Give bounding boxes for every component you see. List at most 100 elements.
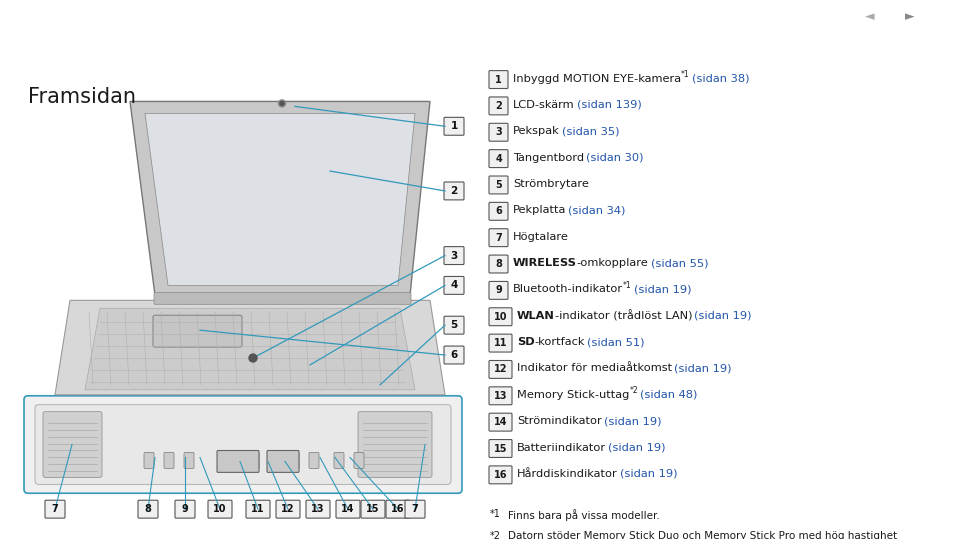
Text: 14: 14 — [493, 417, 507, 427]
Text: (sidan 55): (sidan 55) — [651, 258, 708, 268]
Text: Strömindikator: Strömindikator — [517, 416, 602, 426]
Text: (sidan 51): (sidan 51) — [588, 337, 645, 347]
Text: 9: 9 — [495, 285, 502, 295]
Text: LCD-skärm: LCD-skärm — [513, 100, 575, 110]
Text: Tangentbord: Tangentbord — [513, 153, 584, 163]
Text: 8: 8 — [495, 259, 502, 269]
FancyBboxPatch shape — [489, 71, 508, 88]
Polygon shape — [145, 113, 415, 286]
FancyBboxPatch shape — [489, 334, 512, 352]
FancyBboxPatch shape — [43, 412, 102, 478]
Text: Komma igång: Komma igång — [839, 32, 941, 46]
Text: ►: ► — [905, 10, 915, 24]
FancyBboxPatch shape — [489, 176, 508, 194]
Text: (sidan 19): (sidan 19) — [634, 285, 691, 294]
FancyBboxPatch shape — [444, 247, 464, 265]
Text: 2: 2 — [450, 186, 458, 196]
FancyBboxPatch shape — [489, 202, 508, 220]
FancyBboxPatch shape — [246, 500, 270, 518]
FancyBboxPatch shape — [361, 500, 385, 518]
Text: 7: 7 — [52, 504, 59, 514]
Text: Inbyggd MOTION EYE-kamera: Inbyggd MOTION EYE-kamera — [513, 73, 682, 84]
Text: 3: 3 — [495, 127, 502, 137]
FancyBboxPatch shape — [269, 452, 279, 468]
FancyBboxPatch shape — [175, 500, 195, 518]
Text: 13: 13 — [493, 391, 507, 401]
FancyBboxPatch shape — [249, 452, 259, 468]
FancyBboxPatch shape — [489, 439, 512, 458]
FancyBboxPatch shape — [444, 182, 464, 200]
Text: VAIO: VAIO — [18, 11, 93, 39]
Text: 10: 10 — [493, 312, 507, 322]
FancyBboxPatch shape — [354, 452, 364, 468]
Text: Pekspak: Pekspak — [513, 126, 560, 136]
Text: Framsidan: Framsidan — [28, 87, 136, 107]
FancyBboxPatch shape — [219, 452, 229, 468]
Text: (sidan 139): (sidan 139) — [577, 100, 641, 110]
FancyBboxPatch shape — [489, 281, 508, 299]
FancyBboxPatch shape — [489, 229, 508, 247]
Text: 1: 1 — [495, 74, 502, 85]
Text: 4: 4 — [450, 280, 458, 291]
Text: 2: 2 — [495, 101, 502, 111]
FancyBboxPatch shape — [164, 452, 174, 468]
FancyBboxPatch shape — [489, 387, 512, 405]
Text: SD: SD — [517, 337, 535, 347]
Text: Bluetooth-indikator: Bluetooth-indikator — [513, 285, 623, 294]
Circle shape — [278, 100, 285, 107]
Text: (sidan 48): (sidan 48) — [640, 390, 697, 400]
Polygon shape — [55, 300, 445, 395]
FancyBboxPatch shape — [309, 452, 319, 468]
Text: Memory Stick-uttag: Memory Stick-uttag — [517, 390, 630, 400]
FancyBboxPatch shape — [208, 500, 232, 518]
Text: (sidan 38): (sidan 38) — [692, 73, 749, 84]
FancyBboxPatch shape — [35, 405, 451, 485]
Text: 8: 8 — [145, 504, 152, 514]
FancyBboxPatch shape — [489, 413, 512, 431]
FancyBboxPatch shape — [334, 452, 344, 468]
FancyBboxPatch shape — [489, 466, 512, 484]
FancyBboxPatch shape — [489, 255, 508, 273]
FancyBboxPatch shape — [489, 361, 512, 378]
Text: 14: 14 — [341, 504, 355, 514]
Text: 9: 9 — [181, 504, 188, 514]
Text: -kortfack: -kortfack — [535, 337, 586, 347]
Polygon shape — [85, 308, 415, 390]
Polygon shape — [130, 101, 430, 295]
Text: Indikator för mediaåtkomst: Indikator för mediaåtkomst — [517, 363, 672, 374]
Text: (sidan 19): (sidan 19) — [608, 443, 665, 453]
Text: 16: 16 — [493, 470, 507, 480]
FancyBboxPatch shape — [386, 500, 410, 518]
Text: 12: 12 — [493, 364, 507, 375]
Text: 7: 7 — [495, 233, 502, 243]
FancyBboxPatch shape — [306, 500, 330, 518]
Text: (sidan 30): (sidan 30) — [587, 153, 643, 163]
Circle shape — [280, 101, 284, 106]
FancyBboxPatch shape — [267, 451, 299, 472]
Text: *2: *2 — [490, 531, 501, 539]
Text: (sidan 19): (sidan 19) — [674, 363, 732, 374]
FancyBboxPatch shape — [336, 500, 360, 518]
FancyBboxPatch shape — [444, 277, 464, 294]
FancyBboxPatch shape — [444, 346, 464, 364]
FancyBboxPatch shape — [405, 500, 425, 518]
Text: (sidan 19): (sidan 19) — [620, 469, 677, 479]
Circle shape — [249, 354, 257, 362]
Text: 7: 7 — [412, 504, 419, 514]
FancyBboxPatch shape — [24, 396, 462, 493]
Text: 6: 6 — [450, 350, 458, 360]
Text: (sidan 19): (sidan 19) — [694, 311, 752, 321]
Text: Finns bara på vissa modeller.: Finns bara på vissa modeller. — [508, 509, 660, 521]
Text: *1: *1 — [490, 509, 501, 519]
Text: -indikator (trådlöst LAN): -indikator (trådlöst LAN) — [555, 310, 692, 321]
FancyBboxPatch shape — [217, 451, 259, 472]
Text: 15: 15 — [367, 504, 380, 514]
FancyBboxPatch shape — [153, 315, 242, 347]
Text: 5: 5 — [450, 320, 458, 330]
Text: 13: 13 — [879, 10, 900, 24]
Text: *2: *2 — [630, 386, 638, 395]
FancyBboxPatch shape — [276, 500, 300, 518]
FancyBboxPatch shape — [444, 316, 464, 334]
Text: Högtalare: Högtalare — [513, 232, 569, 241]
Text: 5: 5 — [495, 180, 502, 190]
